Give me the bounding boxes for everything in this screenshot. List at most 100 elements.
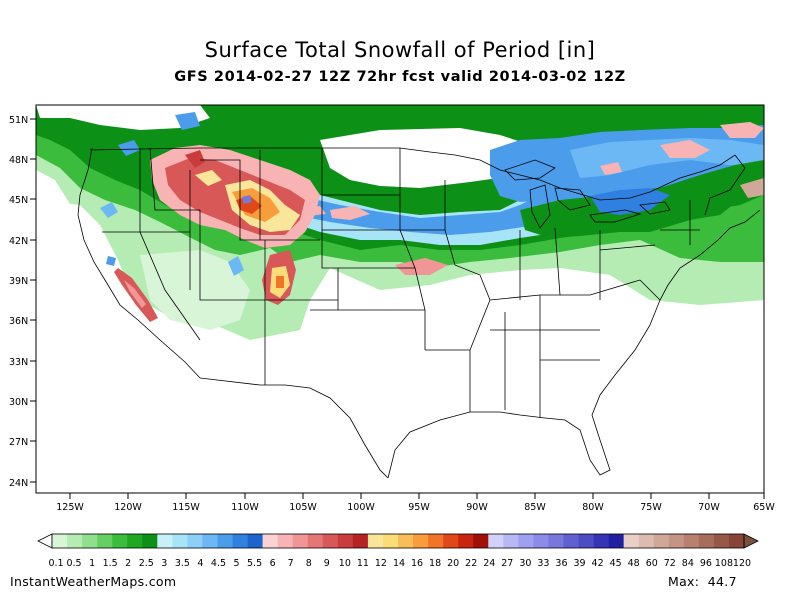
legend-label: 84 (682, 558, 694, 569)
map-frame (35, 104, 765, 494)
legend-swatch (488, 534, 504, 548)
legend-label: 33 (537, 558, 549, 569)
legend-label: 12 (375, 558, 387, 569)
max-value: Max: 44.7 (668, 574, 737, 589)
legend-swatch (217, 534, 233, 548)
legend-swatch (352, 534, 369, 548)
legend-label: 27 (501, 558, 513, 569)
lon-label: 115W (172, 502, 200, 513)
lon-label: 100W (347, 502, 375, 513)
legend-swatch (608, 534, 624, 548)
snowfall-map: 51N 48N 45N 42N 39N 36N 33N 30N 27N 24N … (9, 104, 775, 513)
legend-swatch (187, 534, 203, 548)
legend-swatch (112, 534, 128, 548)
legend-label: 2 (125, 558, 131, 569)
lat-label: 45N (9, 195, 28, 206)
legend-swatch (623, 534, 639, 548)
legend-swatch (67, 534, 83, 548)
legend-label: 24 (483, 558, 495, 569)
legend-arrow-right (743, 533, 759, 549)
legend-label: 2.5 (139, 558, 154, 569)
legend-swatch (202, 534, 218, 548)
legend-label: 5 (234, 558, 240, 569)
legend-label: 96 (700, 558, 712, 569)
legend-swatch (172, 534, 188, 548)
legend-swatch (82, 534, 98, 548)
legend-label: 1 (89, 558, 95, 569)
legend-swatch (428, 534, 444, 548)
legend-swatch (698, 534, 715, 548)
legend-swatch (713, 534, 730, 548)
legend-label: 120 (733, 558, 751, 569)
lon-label: 105W (289, 502, 317, 513)
lon-label: 75W (640, 502, 662, 513)
legend-label: 30 (519, 558, 531, 569)
site-credit: InstantWeatherMaps.com (10, 574, 177, 589)
lat-label: 48N (9, 155, 28, 166)
legend-swatch (458, 534, 474, 548)
legend-label: 11 (357, 558, 369, 569)
legend-swatch (322, 534, 339, 548)
legend-swatch (157, 534, 173, 548)
legend-swatch (473, 534, 489, 548)
legend-label: 42 (592, 558, 604, 569)
legend-swatch (232, 534, 248, 548)
longitude-axis: 125W 120W 115W 110W 105W 100W 95W 90W 85… (56, 493, 775, 513)
legend-swatch (593, 534, 609, 548)
legend-swatch (413, 534, 429, 548)
lat-label: 24N (9, 478, 28, 489)
legend-label: 5.5 (247, 558, 262, 569)
lon-label: 125W (56, 502, 84, 513)
legend-swatch (638, 534, 655, 548)
latitude-axis: 51N 48N 45N 42N 39N 36N 33N 30N 27N 24N (9, 115, 36, 489)
legend-swatch (518, 534, 534, 548)
legend-swatch (337, 534, 354, 548)
legend-swatch (653, 534, 670, 548)
lon-label: 110W (231, 502, 259, 513)
legend-swatch (668, 534, 685, 548)
lon-label: 95W (408, 502, 430, 513)
legend-label: 45 (610, 558, 622, 569)
legend-swatch (548, 534, 564, 548)
legend-label: 60 (646, 558, 658, 569)
legend-swatch (127, 534, 143, 548)
legend-label: 18 (429, 558, 441, 569)
map-subtitle: GFS 2014-02-27 12Z 72hr fcst valid 2014-… (174, 69, 626, 85)
legend-swatch (307, 534, 324, 548)
lon-label: 90W (466, 502, 488, 513)
legend-swatch (292, 534, 309, 548)
legend-swatch (503, 534, 519, 548)
map-title: Surface Total Snowfall of Period [in] (204, 38, 596, 62)
legend-swatch (382, 534, 399, 548)
lat-label: 36N (9, 316, 28, 327)
legend-label: 72 (664, 558, 676, 569)
legend-label: 48 (628, 558, 640, 569)
legend-swatch (247, 534, 263, 548)
lat-label: 33N (9, 357, 28, 368)
lat-label: 39N (9, 276, 28, 287)
lat-label: 30N (9, 397, 28, 408)
legend-label: 22 (465, 558, 477, 569)
legend-label: 14 (393, 558, 405, 569)
legend-label: 36 (555, 558, 567, 569)
legend-swatch (52, 534, 68, 548)
legend-label: 4 (197, 558, 203, 569)
legend-arrow-left (37, 533, 53, 549)
legend-swatch (142, 534, 158, 548)
legend-labels: 0.1 0.5 1 1.5 2 2.5 3 3.5 4 4.5 5 5.5 6 7 8 9 10 11 12 14 16… (48, 558, 751, 569)
legend-swatch (262, 534, 278, 548)
legend-swatch (277, 534, 293, 548)
legend-swatch (578, 534, 594, 548)
lat-label: 27N (9, 437, 28, 448)
legend-label: 9 (324, 558, 330, 569)
lon-label: 85W (524, 502, 546, 513)
legend-label: 3 (161, 558, 167, 569)
legend-swatch (97, 534, 113, 548)
legend-swatch (728, 534, 745, 548)
legend-label: 20 (447, 558, 459, 569)
legend-swatches (37, 533, 759, 549)
legend-label: 6 (270, 558, 276, 569)
legend-label: 7 (288, 558, 294, 569)
lat-label: 42N (9, 236, 28, 247)
lon-label: 70W (698, 502, 720, 513)
